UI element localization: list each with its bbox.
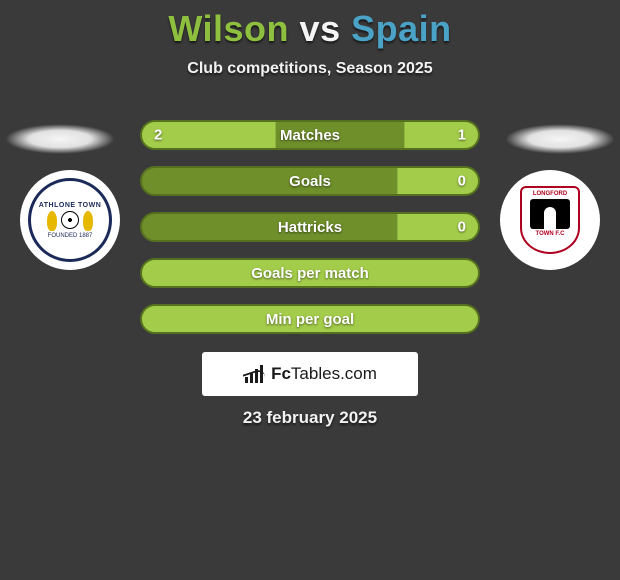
bar-fill-right <box>404 122 478 148</box>
stat-bar: Matches21 <box>140 120 480 150</box>
club-crest-icon: ATHLONE TOWN FOUNDED 1887 <box>28 178 112 262</box>
crest-bottom-text: FOUNDED 1887 <box>48 233 93 239</box>
vs-text: vs <box>300 8 341 49</box>
player2-name: Spain <box>351 8 452 49</box>
stat-bar: Goals0 <box>140 166 480 196</box>
stat-bar: Min per goal <box>140 304 480 334</box>
football-icon <box>61 211 79 229</box>
stat-bar: Goals per match <box>140 258 480 288</box>
brand-text: FcTables.com <box>271 364 377 384</box>
stat-bar: Hattricks0 <box>140 212 480 242</box>
bar-fill <box>142 260 478 286</box>
tower-icon <box>544 207 556 229</box>
club-crest-icon: LONGFORD TOWN F.C <box>520 186 580 254</box>
stat-value-left: 2 <box>154 127 162 144</box>
brand-watermark: FcTables.com <box>202 352 418 396</box>
crest-top-text: LONGFORD <box>533 191 567 197</box>
player1-shadow <box>5 124 115 154</box>
stats-bars: Matches21Goals0Hattricks0Goals per match… <box>140 120 480 350</box>
stat-value-right: 0 <box>458 219 466 236</box>
crest-bottom-text: TOWN F.C <box>536 231 565 237</box>
brand-rest: Tables.com <box>291 364 377 383</box>
subtitle: Club competitions, Season 2025 <box>0 60 620 78</box>
stat-value-right: 1 <box>458 127 466 144</box>
player2-shadow <box>505 124 615 154</box>
player1-club-badge: ATHLONE TOWN FOUNDED 1887 <box>20 170 120 270</box>
crest-top-text: ATHLONE TOWN <box>39 202 102 209</box>
wheat-icon <box>83 211 93 231</box>
comparison-title: Wilson vs Spain <box>0 0 620 50</box>
bar-fill <box>142 306 478 332</box>
date-label: 23 february 2025 <box>0 408 620 428</box>
wheat-icon <box>47 211 57 231</box>
player1-name: Wilson <box>168 8 289 49</box>
player2-club-badge: LONGFORD TOWN F.C <box>500 170 600 270</box>
stat-value-right: 0 <box>458 173 466 190</box>
brand-bold: Fc <box>271 364 291 383</box>
chart-icon <box>243 365 265 383</box>
